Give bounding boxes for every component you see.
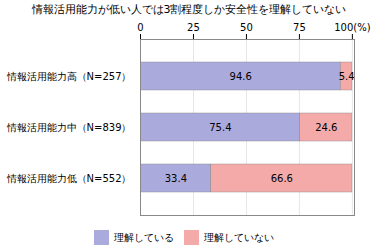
svg-text:75.4: 75.4 bbox=[209, 122, 231, 133]
html-text:情報活用能力が低い人では3割程度しか安全性を理解していない: 情報活用能力が低い人では3割程度しか安全性を理解していない bbox=[31, 3, 347, 16]
svg-text:100(%): 100(%) bbox=[334, 22, 370, 33]
html-text:理解している: 理解している bbox=[114, 231, 174, 243]
svg-text:情報活用能力中（N=839）: 情報活用能力中（N=839） bbox=[6, 122, 132, 133]
svg-text:情報活用能力高（N=257）: 情報活用能力高（N=257） bbox=[6, 71, 132, 82]
svg-text:75: 75 bbox=[293, 22, 306, 33]
svg-text:50: 50 bbox=[240, 22, 253, 33]
svg-text:情報活用能力低（N=552）: 情報活用能力低（N=552） bbox=[6, 173, 132, 184]
svg-text:5.4: 5.4 bbox=[339, 71, 355, 82]
svg-text:25: 25 bbox=[187, 22, 200, 33]
svg-text:66.6: 66.6 bbox=[271, 173, 293, 184]
svg-text:33.4: 33.4 bbox=[165, 173, 187, 184]
html-text:理解していない: 理解していない bbox=[204, 231, 274, 243]
svg-text:0: 0 bbox=[137, 22, 143, 33]
svg-text:24.6: 24.6 bbox=[315, 122, 337, 133]
svg-text:94.6: 94.6 bbox=[230, 71, 252, 82]
